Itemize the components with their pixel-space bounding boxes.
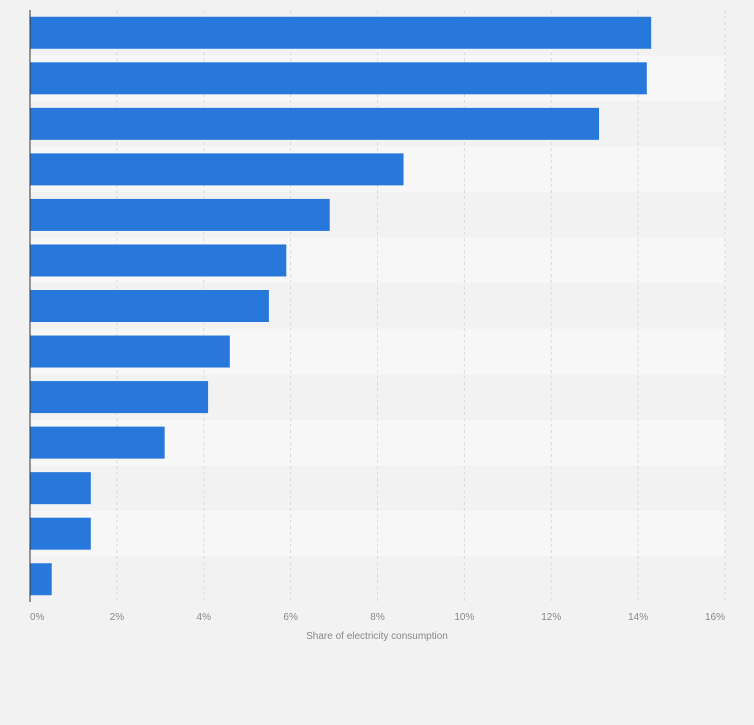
bar-12	[30, 517, 91, 550]
bar-5	[30, 198, 330, 231]
bar-8	[30, 335, 230, 368]
x-tick-label-1: 0%	[30, 612, 45, 623]
x-tick-label-4: 6%	[283, 612, 298, 623]
x-tick-label-5: 8%	[370, 612, 385, 623]
bar-4	[30, 153, 404, 186]
bar-3	[30, 107, 600, 140]
bars	[30, 16, 652, 596]
x-tick-label-8: 14%	[628, 612, 648, 623]
bar-9	[30, 381, 209, 414]
bar-11	[30, 472, 91, 505]
x-tick-label-6: 10%	[454, 612, 474, 623]
x-tick-label-7: 12%	[541, 612, 561, 623]
x-axis-label: Share of electricity consumption	[306, 631, 448, 642]
x-tick-label-2: 2%	[110, 612, 125, 623]
bar-2	[30, 62, 647, 95]
x-tick-label-3: 4%	[197, 612, 212, 623]
bar-6	[30, 244, 287, 277]
bar-10	[30, 426, 165, 459]
x-tick-labels: 0% 2% 4% 6% 8% 10% 12% 14% 16%	[30, 612, 725, 623]
bar-7	[30, 290, 269, 322]
bar-1	[30, 16, 652, 49]
x-tick-label-9: 16%	[705, 612, 725, 623]
bar-13	[30, 563, 52, 596]
